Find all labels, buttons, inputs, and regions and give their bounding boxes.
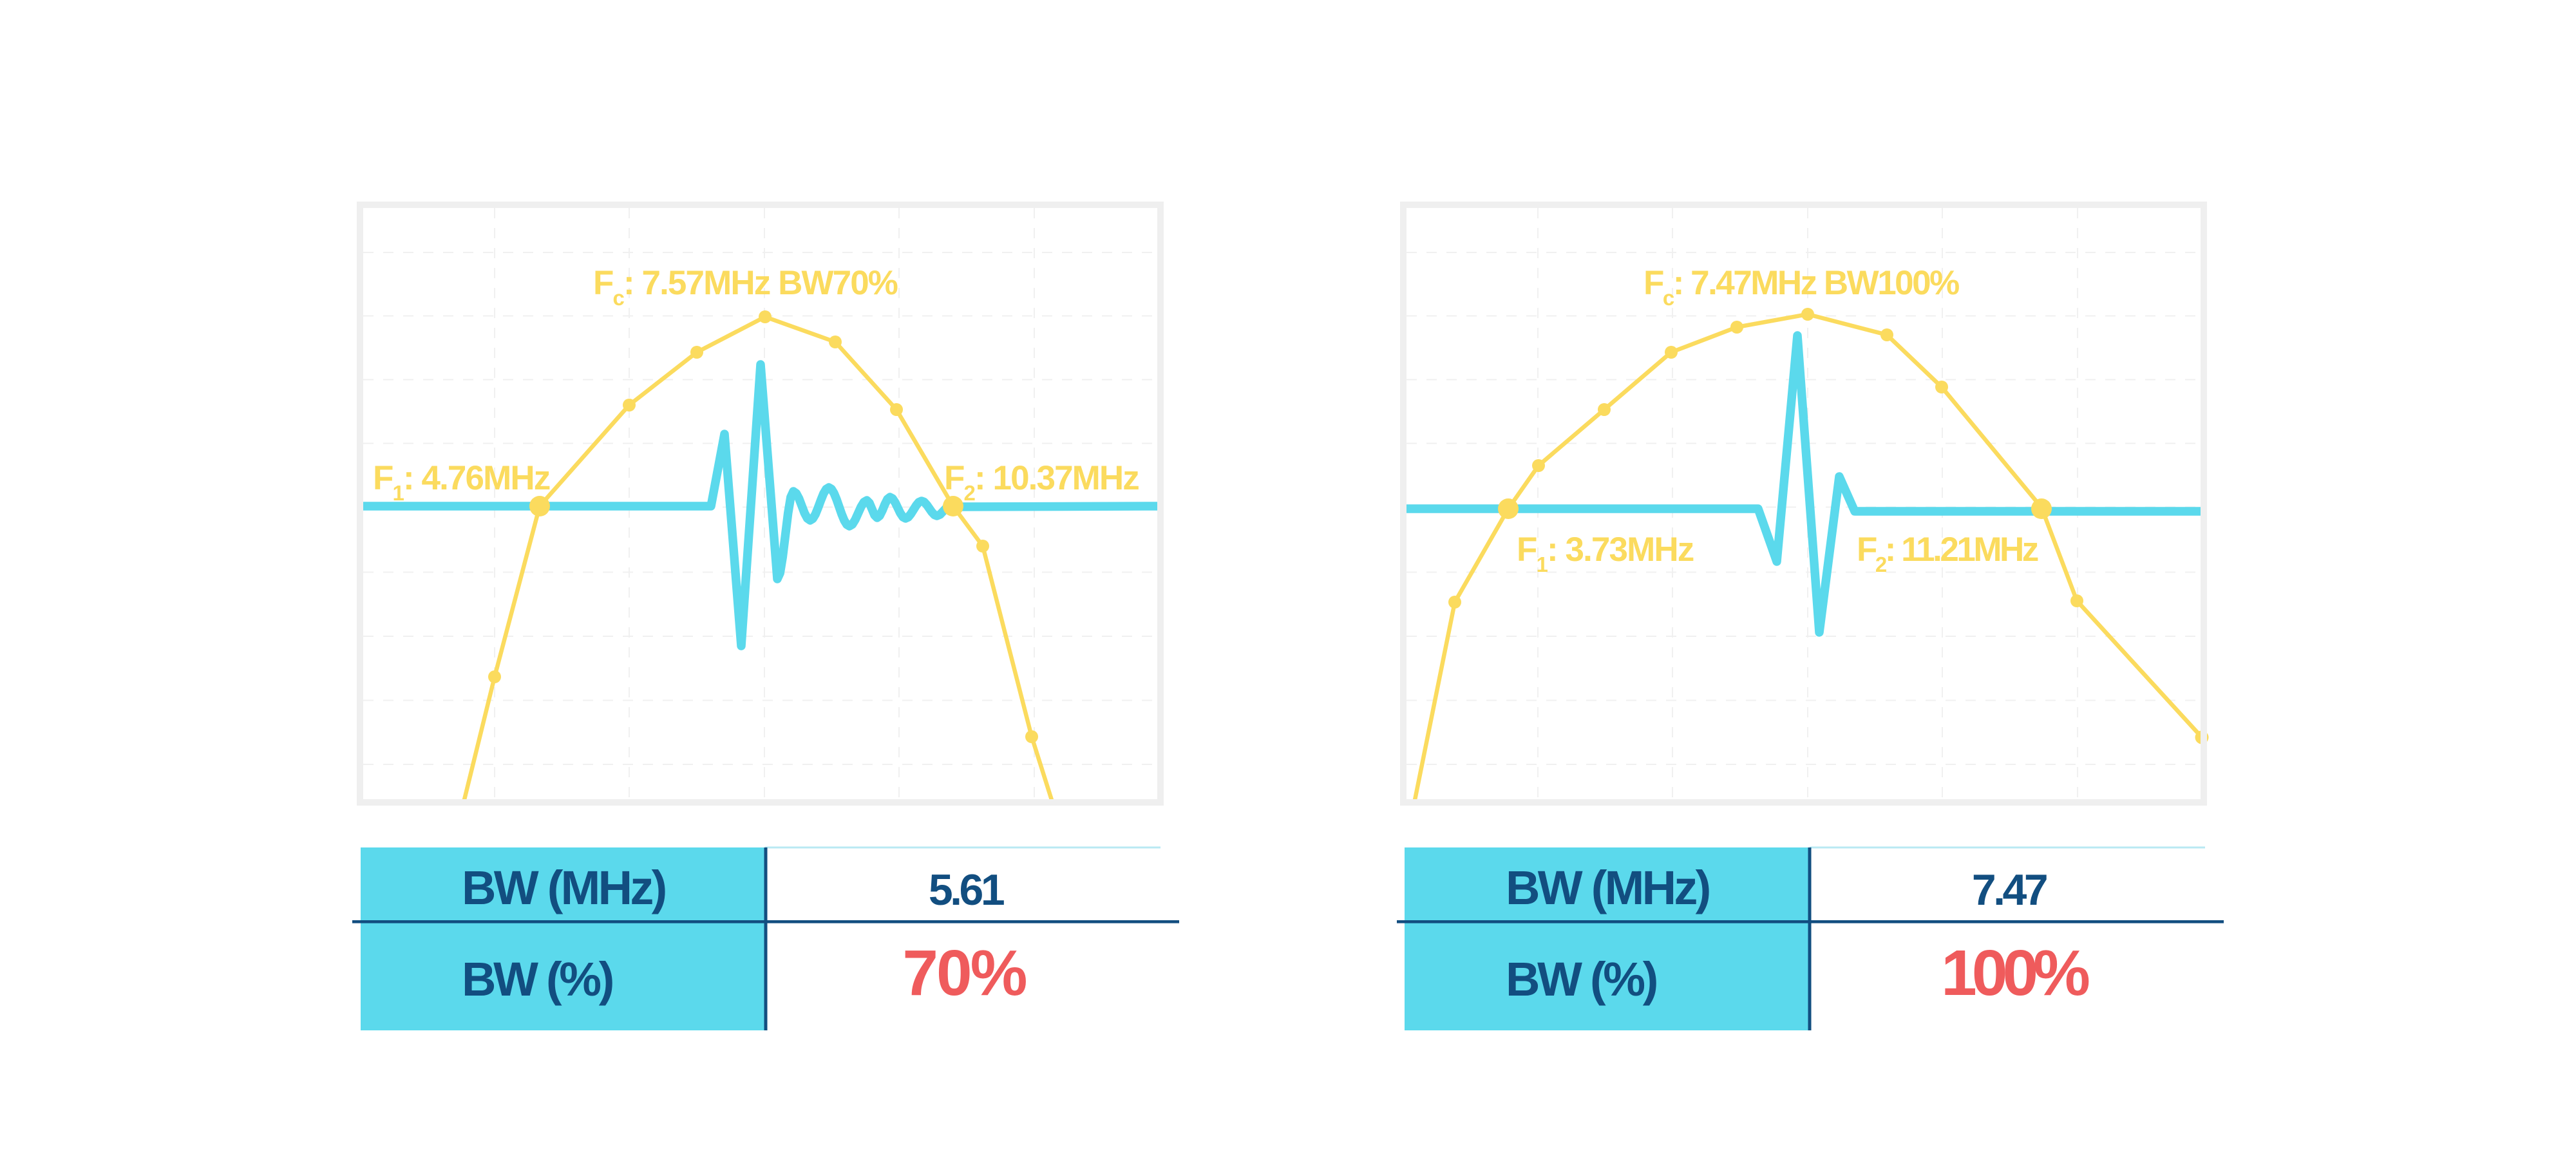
- svg-text:BW (MHz): BW (MHz): [462, 861, 665, 914]
- svg-text:7.47: 7.47: [1972, 866, 2047, 914]
- svg-text:BW (%): BW (%): [1506, 952, 1656, 1006]
- svg-text:BW (MHz): BW (MHz): [1506, 861, 1709, 914]
- svg-text:100%: 100%: [1941, 937, 2089, 1009]
- svg-text:5.61: 5.61: [929, 866, 1004, 914]
- svg-text:BW (%): BW (%): [462, 952, 612, 1006]
- svg-text:70%: 70%: [902, 937, 1026, 1009]
